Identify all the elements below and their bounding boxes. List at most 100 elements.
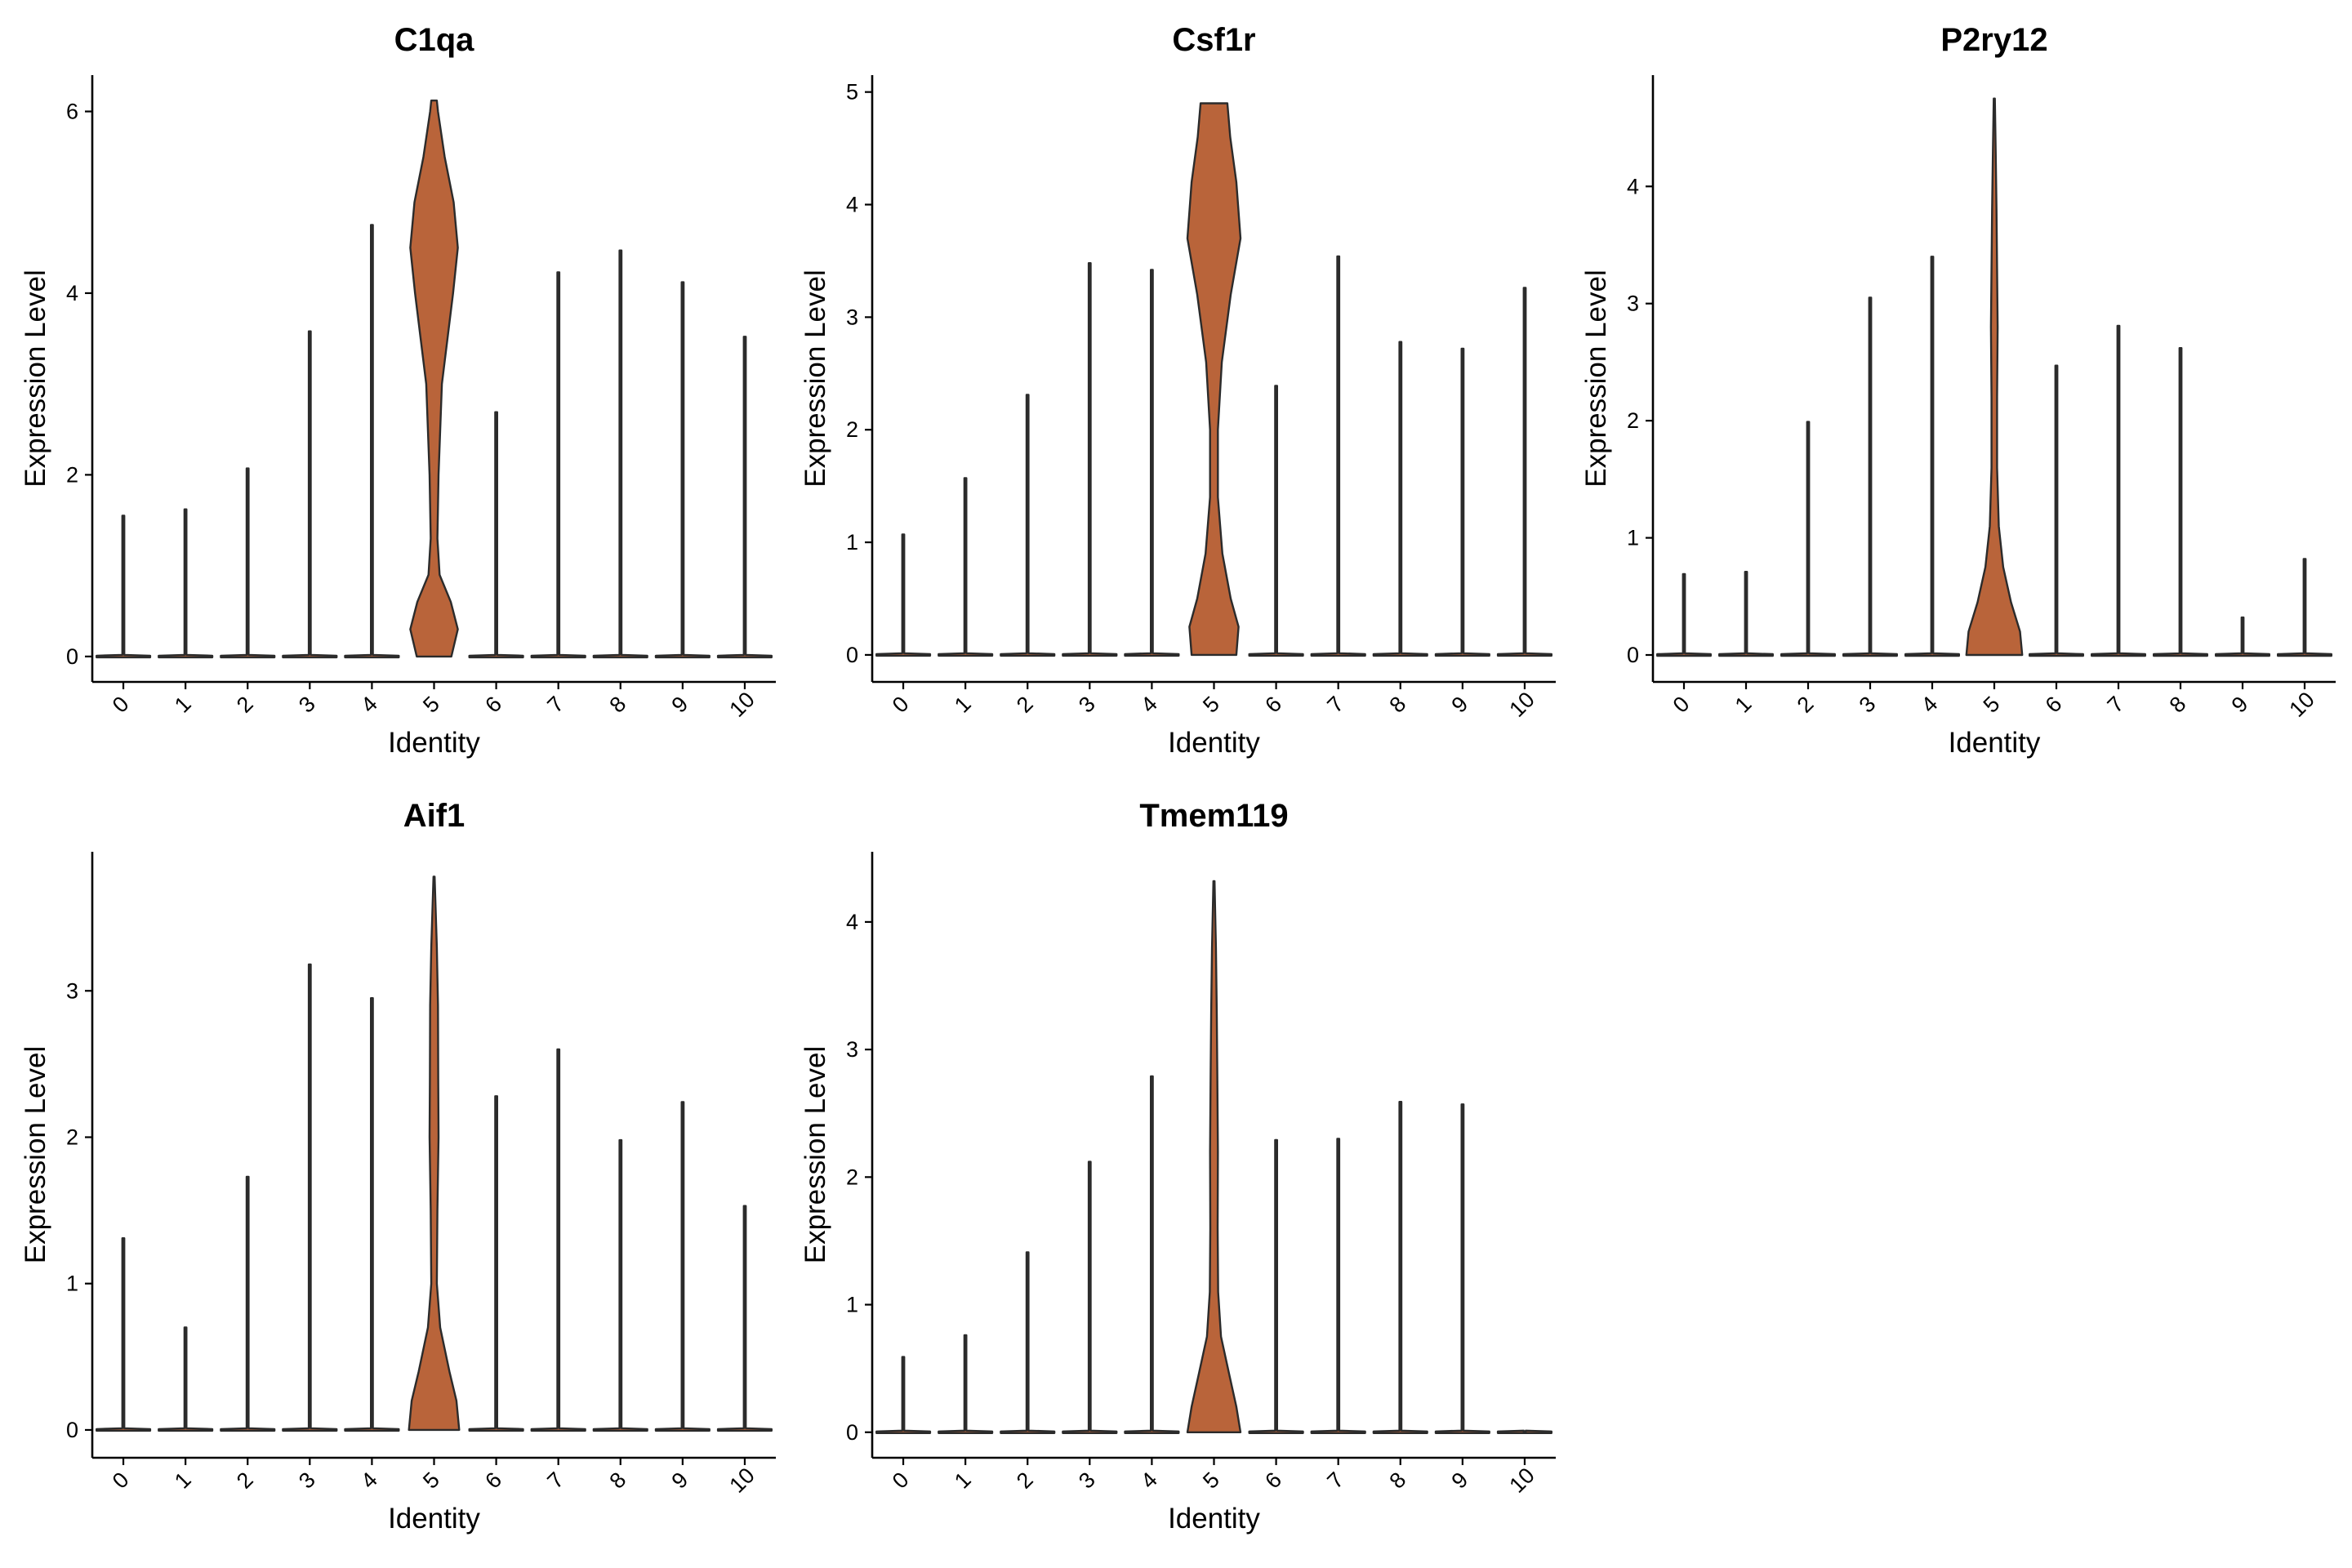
x-tick-label: 1 (1731, 692, 1757, 718)
violin-1 (938, 1334, 994, 1434)
x-tick-label: 9 (667, 692, 693, 718)
violin-2 (220, 467, 276, 659)
y-tick-label: 2 (846, 417, 858, 442)
x-tick-label: 10 (1504, 1463, 1539, 1497)
violin-6 (468, 1095, 524, 1432)
x-tick-label: 2 (1012, 1468, 1038, 1494)
x-axis-title: Identity (1168, 727, 1260, 759)
violin-7 (530, 271, 586, 659)
x-tick-label: 5 (1979, 692, 2005, 718)
y-tick-label: 0 (66, 1418, 78, 1442)
x-tick-label: 4 (1136, 1468, 1162, 1494)
violin-9 (654, 281, 710, 659)
y-axis-title: Expression Level (20, 1046, 51, 1264)
y-tick-label: 3 (1627, 292, 1639, 316)
x-tick-label: 8 (2165, 692, 2191, 718)
violin-3 (1062, 262, 1118, 657)
violin-2 (1000, 1251, 1056, 1434)
violin-panel-c1qa: C1qa 0 2 4 6 0 1 2 3 4 5 6 7 8 9 10 Identity Expression L… (20, 22, 776, 759)
violin-5 (409, 99, 459, 658)
x-tick-label: 5 (418, 692, 444, 718)
x-tick-label: 10 (724, 1463, 759, 1497)
y-tick-label: 0 (846, 1420, 858, 1445)
violin-0 (96, 1237, 152, 1432)
x-tick-label: 1 (170, 692, 196, 718)
x-tick-label: 7 (1322, 1468, 1348, 1494)
violin-3 (282, 330, 338, 659)
x-tick-label: 5 (1198, 1468, 1224, 1494)
x-tick-label: 0 (108, 1468, 134, 1494)
y-tick-label: 0 (66, 644, 78, 669)
x-axis-title: Identity (1168, 1503, 1260, 1535)
y-tick-label: 1 (1627, 526, 1639, 550)
y-tick-label: 0 (846, 643, 858, 667)
y-tick-label: 4 (1627, 174, 1639, 198)
violin-2 (1780, 421, 1836, 657)
x-tick-label: 8 (1384, 1468, 1410, 1494)
violin-0 (875, 1356, 932, 1434)
x-tick-label: 2 (232, 692, 258, 718)
violin-6 (1248, 385, 1304, 657)
x-axis-title: Identity (388, 727, 480, 759)
violin-1 (158, 508, 214, 659)
y-tick-label: 3 (66, 978, 78, 1003)
violin-10 (1496, 287, 1552, 657)
panel-title: Tmem119 (1139, 798, 1288, 834)
x-tick-label: 1 (950, 692, 976, 718)
violin-4 (344, 997, 400, 1432)
violin-8 (592, 1138, 648, 1432)
x-tick-label: 3 (1855, 692, 1881, 718)
violin-2 (220, 1175, 276, 1432)
x-tick-label: 2 (1793, 692, 1819, 718)
y-tick-label: 1 (846, 530, 858, 555)
y-tick-label: 6 (66, 99, 78, 123)
x-tick-label: 2 (1012, 692, 1038, 718)
y-tick-label: 1 (846, 1293, 858, 1317)
y-tick-label: 2 (1627, 408, 1639, 433)
violin-5 (1965, 97, 2024, 657)
panel-title: Csf1r (1172, 22, 1255, 58)
x-tick-label: 9 (1447, 692, 1473, 718)
x-tick-label: 9 (1447, 1468, 1473, 1494)
y-tick-label: 4 (846, 193, 858, 217)
x-axis-title: Identity (388, 1503, 480, 1535)
violin-8 (1372, 1101, 1428, 1434)
x-tick-label: 2 (232, 1468, 258, 1494)
violin-5 (1186, 102, 1242, 657)
violin-1 (938, 477, 994, 657)
y-tick-label: 0 (1627, 643, 1639, 667)
x-tick-label: 0 (108, 692, 134, 718)
x-axis-title: Identity (1949, 727, 2041, 759)
violin-9 (654, 1101, 710, 1432)
x-tick-label: 7 (542, 1468, 568, 1494)
panel-title: Aif1 (403, 798, 466, 834)
y-tick-label: 2 (66, 1125, 78, 1149)
x-tick-label: 4 (1917, 692, 1943, 718)
violin-panel-p2ry12: P2ry12 0 1 2 3 4 0 1 2 3 4 5 6 7 8 9 10 Identity Expressio… (1580, 22, 2336, 759)
violin-panel-tmem119: Tmem119 0 1 2 3 4 0 1 2 3 4 5 6 7 8 9 10 Identity Expressi… (800, 798, 1556, 1535)
y-tick-label: 2 (66, 462, 78, 487)
violin-4 (1904, 256, 1960, 657)
x-tick-label: 10 (1504, 687, 1539, 721)
x-tick-label: 10 (724, 687, 759, 721)
violin-10 (2277, 558, 2332, 657)
violin-6 (1248, 1138, 1304, 1434)
violin-0 (1656, 572, 1712, 657)
x-tick-label: 3 (1074, 692, 1100, 718)
violin-8 (2153, 347, 2208, 657)
violin-7 (1310, 255, 1366, 657)
y-tick-label: 5 (846, 80, 858, 105)
violin-9 (1434, 1103, 1490, 1434)
violin-3 (282, 963, 338, 1432)
violin-1 (158, 1326, 214, 1432)
y-axis-title: Expression Level (800, 270, 831, 488)
x-tick-label: 0 (1668, 692, 1695, 718)
y-tick-label: 3 (846, 1037, 858, 1062)
violin-10 (716, 336, 773, 659)
x-tick-label: 5 (1198, 692, 1224, 718)
x-tick-label: 3 (1074, 1468, 1100, 1494)
x-tick-label: 8 (604, 1468, 630, 1494)
x-tick-label: 6 (1260, 692, 1286, 718)
violin-panel-csf1r: Csf1r 0 1 2 3 4 5 0 1 2 3 4 5 6 7 8 9 10 Identity Expressio… (800, 22, 1556, 759)
